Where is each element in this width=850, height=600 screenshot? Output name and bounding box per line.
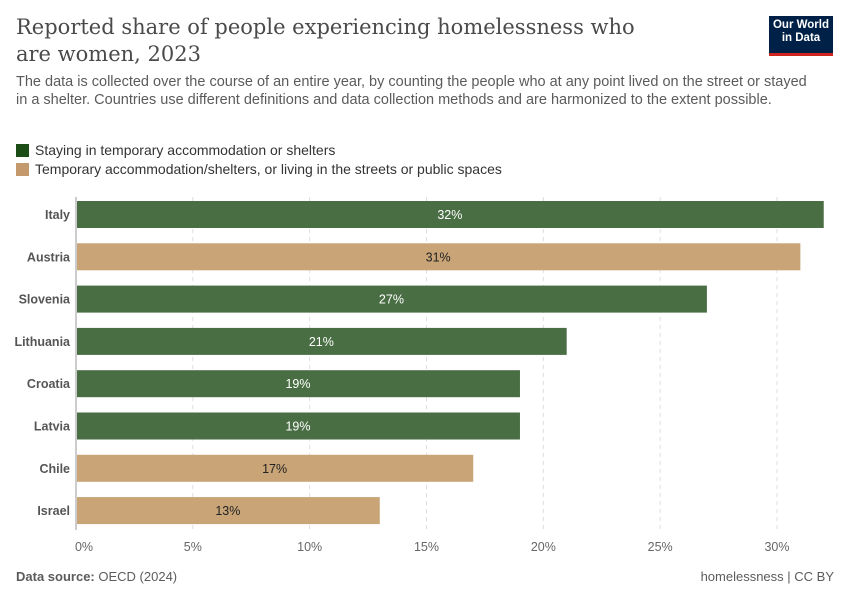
data-label: 13% — [215, 504, 240, 518]
bar-israel[interactable] — [77, 497, 380, 525]
legend-swatch — [16, 143, 29, 157]
bar-italy[interactable] — [77, 201, 824, 228]
data-source: Data source: OECD (2024) — [16, 569, 177, 584]
bar-chile[interactable] — [77, 454, 474, 482]
bar-slovenia[interactable] — [77, 285, 707, 313]
x-tick-label: 0% — [75, 540, 93, 554]
bar-lithuania[interactable] — [77, 327, 567, 355]
owid-logo[interactable]: Our World in Data — [769, 16, 833, 56]
footer-license[interactable]: homelessness | CC BY — [700, 569, 834, 584]
x-tick-label: 20% — [531, 540, 556, 554]
category-label: Lithuania — [14, 335, 71, 349]
bar-croatia[interactable] — [77, 370, 520, 398]
category-label: Austria — [27, 250, 71, 264]
legend-swatch — [16, 162, 29, 176]
legend-item-streets[interactable]: Temporary accommodation/shelters, or liv… — [16, 161, 502, 177]
chart-title: Reported share of people experiencing ho… — [16, 15, 635, 66]
legend-label: Staying in temporary accommodation or sh… — [35, 142, 336, 158]
source-label: Data source: — [16, 569, 95, 584]
legend-item-shelters[interactable]: Staying in temporary accommodation or sh… — [16, 142, 335, 158]
data-label: 31% — [426, 250, 451, 264]
category-label: Italy — [45, 208, 70, 222]
bar-austria[interactable] — [77, 243, 801, 271]
data-label: 17% — [262, 462, 287, 476]
legend-label: Temporary accommodation/shelters, or liv… — [35, 161, 502, 177]
x-tick-label: 15% — [414, 540, 439, 554]
category-label: Latvia — [34, 420, 71, 434]
x-tick-label: 5% — [184, 540, 202, 554]
category-label: Slovenia — [19, 293, 71, 307]
x-tick-label: 10% — [297, 540, 322, 554]
source-link[interactable]: OECD (2024) — [98, 569, 178, 584]
category-label: Chile — [39, 462, 70, 476]
bar-latvia[interactable] — [77, 412, 520, 440]
data-label: 32% — [437, 208, 462, 222]
data-label: 19% — [285, 420, 310, 434]
x-tick-label: 30% — [764, 540, 789, 554]
data-label: 27% — [379, 293, 404, 307]
data-label: 21% — [309, 335, 334, 349]
category-label: Croatia — [27, 377, 71, 391]
data-label: 19% — [285, 377, 310, 391]
category-label: Israel — [37, 504, 70, 518]
x-tick-label: 25% — [648, 540, 673, 554]
chart-subtitle: The data is collected over the course of… — [16, 74, 807, 108]
